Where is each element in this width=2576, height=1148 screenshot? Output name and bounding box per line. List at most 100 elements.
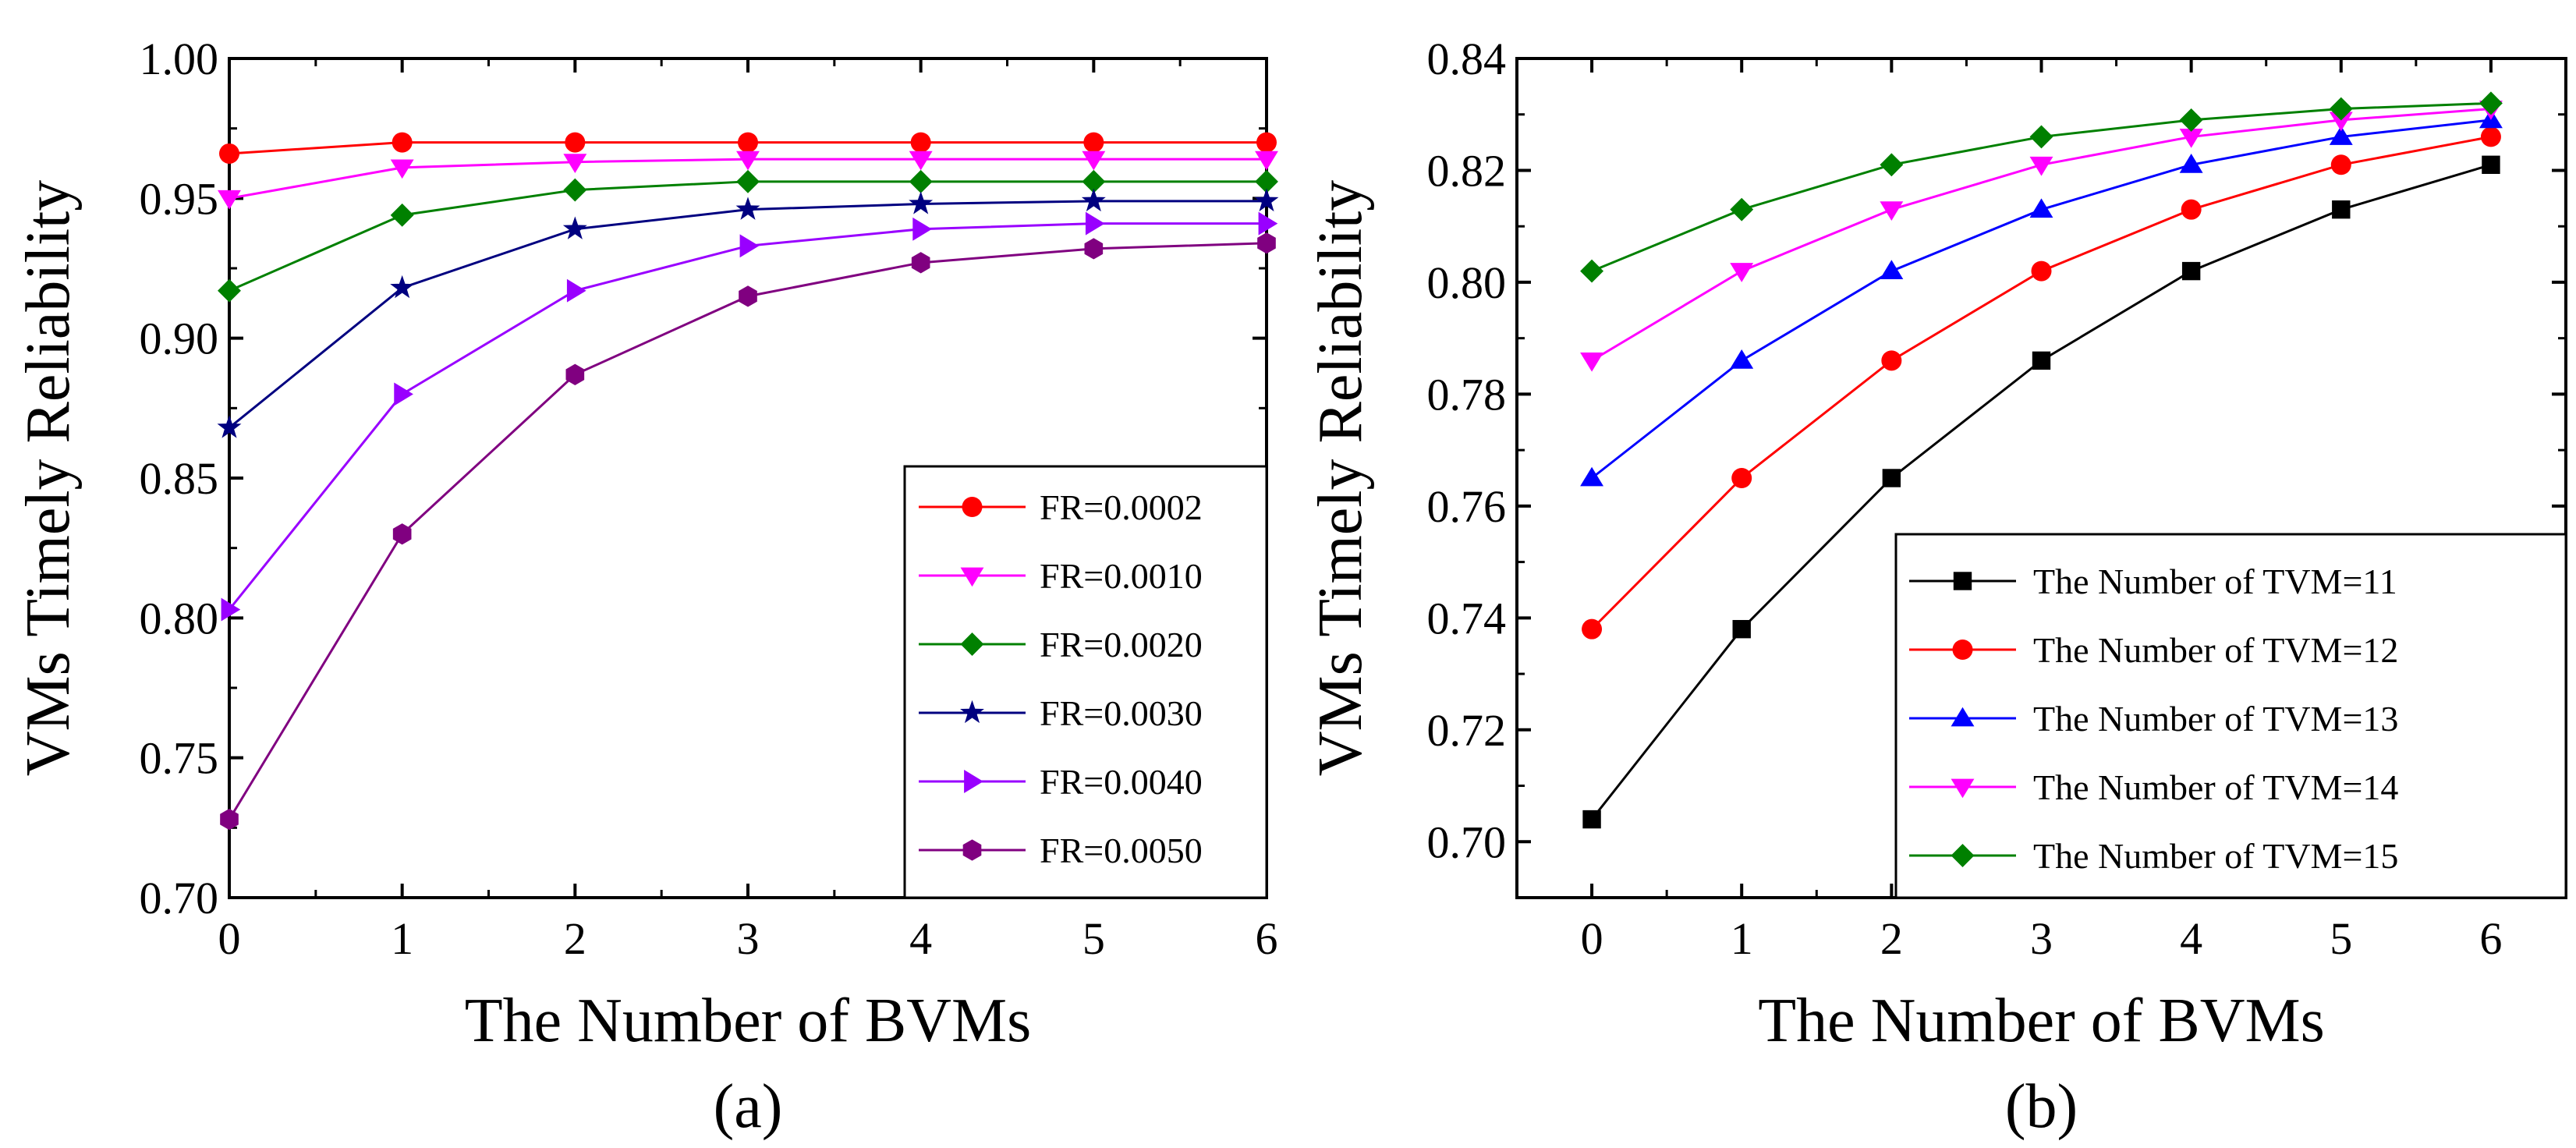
y-axis-title: VMs Timely Reliability bbox=[14, 180, 83, 777]
x-tick-label: 4 bbox=[2180, 913, 2202, 964]
data-point bbox=[739, 285, 757, 307]
legend-marker bbox=[1952, 640, 1973, 660]
series-fr-0-0030 bbox=[217, 188, 1279, 438]
y-tick-label: 0.85 bbox=[140, 453, 219, 504]
y-tick-label: 0.76 bbox=[1427, 481, 1507, 532]
data-point bbox=[221, 597, 241, 622]
data-point bbox=[390, 159, 414, 179]
data-point bbox=[1880, 260, 1904, 279]
data-point bbox=[562, 216, 587, 239]
data-point bbox=[394, 382, 413, 406]
data-point bbox=[565, 363, 585, 385]
series-fr-0-0050 bbox=[220, 232, 1276, 831]
data-point bbox=[1258, 211, 1278, 236]
legend: The Number of TVM=11 The Number of TVM=12… bbox=[1894, 533, 2567, 899]
data-point bbox=[1731, 468, 1752, 488]
x-tick-label: 0 bbox=[218, 913, 241, 964]
data-point bbox=[2179, 129, 2203, 148]
data-point bbox=[220, 808, 239, 831]
data-point bbox=[909, 191, 934, 214]
data-point bbox=[2179, 153, 2203, 173]
legend-entry: The Number of TVM=11 bbox=[1909, 562, 2397, 601]
data-point bbox=[912, 217, 932, 241]
data-point bbox=[1257, 232, 1276, 254]
data-point bbox=[736, 151, 760, 171]
legend-entry: FR=0.0020 bbox=[919, 625, 1203, 664]
data-point bbox=[1081, 188, 1106, 212]
data-point bbox=[1880, 201, 1904, 221]
legend-label: The Number of TVM=14 bbox=[2033, 767, 2398, 807]
data-point bbox=[2329, 112, 2353, 132]
data-point bbox=[390, 203, 414, 227]
data-point bbox=[735, 197, 760, 220]
chart-panel-a: 0 1 2 3 4 5 6 0.70 0.75 0.80 0.85 0.90 0.95 1.00 VMs T… bbox=[14, 34, 1279, 1141]
legend-entry: FR=0.0010 bbox=[919, 556, 1203, 596]
legend-box bbox=[903, 465, 1268, 899]
data-point bbox=[1082, 151, 1106, 171]
series-the-number-of-tvm-15 bbox=[1580, 91, 2503, 283]
legend-entry: FR=0.0050 bbox=[919, 831, 1203, 870]
legend-entry: FR=0.0030 bbox=[919, 693, 1203, 733]
legend-label: The Number of TVM=12 bbox=[2033, 630, 2398, 670]
data-point bbox=[390, 275, 415, 299]
data-point bbox=[739, 234, 760, 258]
panel-label: (b) bbox=[2005, 1072, 2078, 1141]
data-point bbox=[566, 278, 586, 303]
y-tick-label: 0.84 bbox=[1427, 34, 1507, 84]
data-point bbox=[2330, 154, 2351, 175]
legend-box bbox=[1894, 533, 2567, 899]
data-point bbox=[2332, 200, 2351, 219]
legend-label: FR=0.0002 bbox=[1040, 487, 1203, 527]
legend-label: FR=0.0030 bbox=[1040, 693, 1203, 733]
x-tick-label: 1 bbox=[1731, 913, 1753, 964]
y-tick-label: 0.74 bbox=[1427, 593, 1507, 643]
data-point bbox=[2479, 91, 2503, 115]
legend-label: The Number of TVM=15 bbox=[2033, 836, 2398, 876]
data-point bbox=[1730, 263, 1754, 282]
data-point bbox=[1582, 810, 1601, 829]
legend-entry: FR=0.0002 bbox=[919, 487, 1203, 527]
data-point bbox=[392, 132, 413, 153]
x-tick-label: 1 bbox=[391, 913, 413, 964]
data-point bbox=[565, 132, 586, 153]
data-point bbox=[1580, 259, 1604, 283]
data-point bbox=[2480, 126, 2501, 147]
data-point bbox=[1580, 352, 1604, 372]
data-point bbox=[1882, 469, 1901, 487]
x-axis-title: The Number of BVMs bbox=[1758, 987, 2325, 1055]
data-point bbox=[2329, 97, 2353, 121]
data-point bbox=[1582, 618, 1603, 640]
data-point bbox=[2181, 261, 2201, 281]
data-point bbox=[1881, 350, 1902, 371]
chart-panel-b: 0 1 2 3 4 5 6 0.70 0.72 0.74 0.76 0.78 0.80 0.82 0.84 V… bbox=[1306, 34, 2567, 1141]
legend-label: FR=0.0010 bbox=[1040, 556, 1203, 596]
x-tick-label: 4 bbox=[909, 913, 932, 964]
legend-marker bbox=[1953, 572, 1972, 590]
x-tick-label: 2 bbox=[564, 913, 586, 964]
data-point bbox=[1084, 238, 1104, 260]
data-point bbox=[1083, 132, 1104, 153]
legend-marker bbox=[964, 770, 983, 793]
data-point bbox=[911, 252, 930, 274]
legend-marker bbox=[962, 839, 982, 861]
data-point bbox=[1085, 211, 1105, 236]
legend-entry: FR=0.0040 bbox=[919, 762, 1203, 802]
y-tick-label: 0.80 bbox=[1427, 257, 1507, 308]
data-point bbox=[1580, 466, 1604, 487]
legend-entry: The Number of TVM=15 bbox=[1909, 836, 2398, 876]
data-point bbox=[910, 132, 931, 153]
data-point bbox=[2482, 155, 2500, 174]
y-tick-label: 0.82 bbox=[1427, 145, 1507, 196]
data-point bbox=[1255, 151, 1278, 171]
series-line bbox=[229, 200, 1267, 429]
x-tick-label: 0 bbox=[1581, 913, 1603, 964]
legend-marker bbox=[1951, 844, 1975, 867]
data-point bbox=[1730, 197, 1754, 221]
data-point bbox=[736, 169, 760, 193]
legend-marker bbox=[962, 497, 983, 517]
legend-entry: The Number of TVM=14 bbox=[1909, 767, 2398, 807]
data-point bbox=[2329, 126, 2353, 145]
legend-entry: The Number of TVM=12 bbox=[1909, 630, 2398, 670]
data-point bbox=[738, 132, 758, 153]
